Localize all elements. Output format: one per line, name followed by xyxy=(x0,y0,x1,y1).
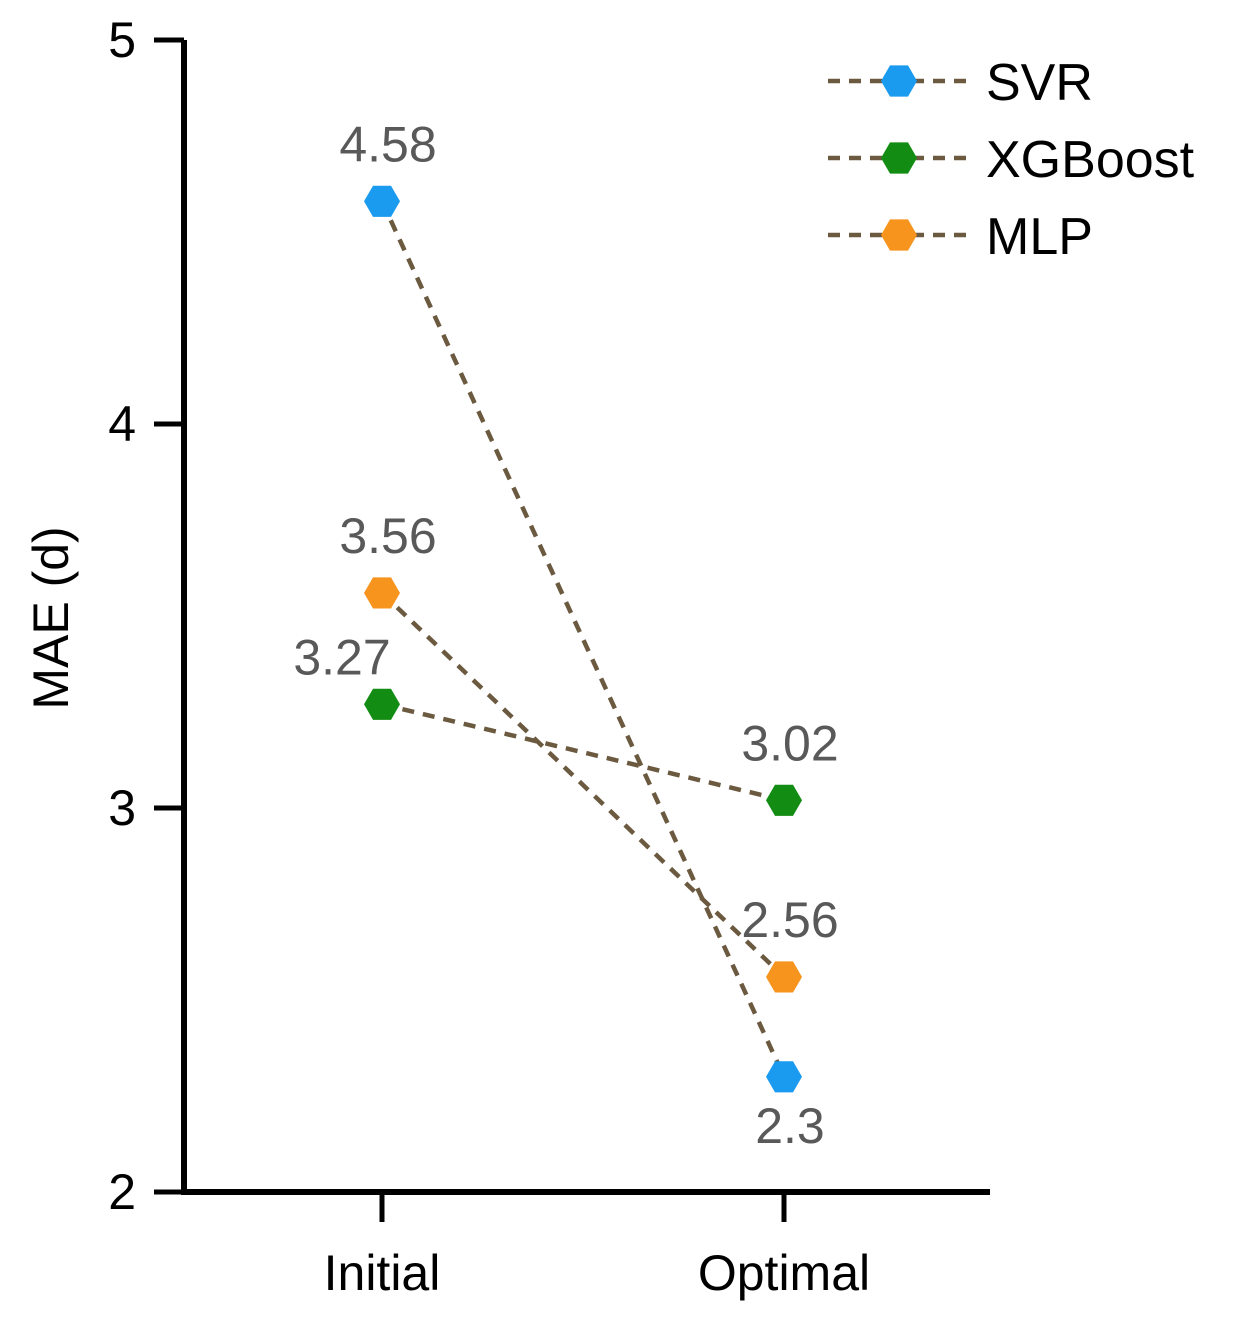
point-xgboost-optimal xyxy=(766,784,802,816)
y-tick-label-5: 5 xyxy=(108,12,136,68)
series-line-xgboost xyxy=(381,702,785,803)
series-lines xyxy=(379,200,787,1078)
axes xyxy=(181,40,990,1195)
x-ticks: Initial Optimal xyxy=(324,1192,870,1301)
legend-label-mlp: MLP xyxy=(986,208,1093,266)
y-tick-label-2: 2 xyxy=(108,1164,136,1220)
data-label-xgboost-initial: 3.27 xyxy=(293,629,390,685)
point-svr-initial xyxy=(364,185,400,217)
data-label-xgboost-optimal: 3.02 xyxy=(741,715,838,771)
legend-marker-svr xyxy=(881,65,917,97)
x-tick-label-optimal: Optimal xyxy=(698,1245,870,1301)
y-ticks: 2 3 4 5 xyxy=(108,12,184,1220)
data-label-mlp-optimal: 2.56 xyxy=(741,892,838,948)
series-line-svr xyxy=(379,200,787,1078)
data-label-svr-initial: 4.58 xyxy=(339,116,436,172)
x-tick-label-initial: Initial xyxy=(324,1245,441,1301)
data-label-svr-optimal: 2.3 xyxy=(755,1098,825,1154)
y-tick-label-4: 4 xyxy=(108,396,136,452)
legend-label-svr: SVR xyxy=(986,54,1093,112)
legend: SVR XGBoost MLP xyxy=(828,54,1195,266)
data-labels: 4.58 2.3 3.27 3.02 3.56 2.56 xyxy=(293,116,838,1154)
point-mlp-optimal xyxy=(766,961,802,993)
point-svr-optimal xyxy=(766,1061,802,1093)
y-axis-title: MAE (d) xyxy=(23,526,79,709)
point-xgboost-initial xyxy=(364,688,400,720)
y-tick-label-3: 3 xyxy=(108,780,136,836)
series-points xyxy=(364,185,802,1093)
legend-marker-xgboost xyxy=(881,142,917,174)
legend-marker-mlp xyxy=(881,219,917,251)
point-mlp-initial xyxy=(364,577,400,609)
series-line-mlp xyxy=(380,591,786,979)
legend-label-xgboost: XGBoost xyxy=(986,131,1195,189)
data-label-mlp-initial: 3.56 xyxy=(339,508,436,564)
